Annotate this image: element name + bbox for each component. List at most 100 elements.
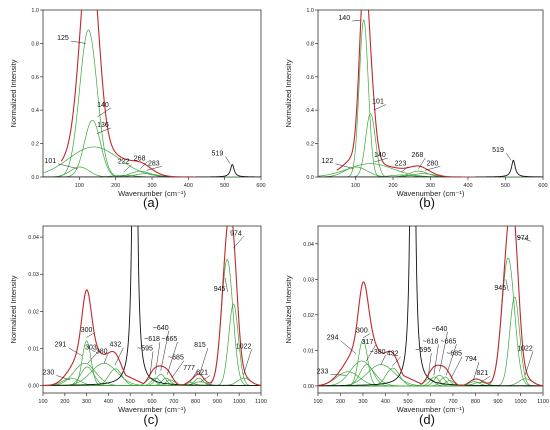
peak-annotation: 300 — [81, 327, 93, 334]
peak-annotation: 432 — [110, 342, 122, 349]
y-axis-title: Normalized Intensity — [9, 275, 18, 343]
peak-annotation: 974 — [230, 230, 242, 237]
y-tick-label: 0.2 — [306, 142, 314, 148]
panel-label: (b) — [419, 195, 435, 210]
x-tick-label: 500 — [220, 183, 229, 189]
y-tick-label: 0.04 — [303, 242, 314, 248]
x-tick-label: 1100 — [255, 399, 267, 405]
annotation-arrow — [123, 164, 132, 173]
x-tick-label: 300 — [147, 183, 156, 189]
y-tick-label: 0.2 — [31, 142, 39, 148]
y-tick-label: 0.6 — [306, 75, 314, 81]
annotation-arrow — [433, 344, 439, 376]
fit-component-peak — [318, 166, 543, 177]
x-tick-label: 300 — [358, 399, 367, 405]
y-tick-label: 0.04 — [28, 235, 39, 241]
peak-annotation: 222 — [118, 159, 130, 166]
peak-annotation: 140 — [338, 15, 350, 22]
panel-b: 100 200 300 400 500 600 0.0 0.2 0.4 0.6 0.8 1.0 Wave… — [284, 8, 548, 198]
fit-component-peak — [318, 257, 543, 387]
x-tick-label: 500 — [126, 399, 135, 405]
x-tick-label: 800 — [471, 399, 480, 405]
peak-annotation: ~665 — [162, 336, 178, 343]
panel-label: (d) — [419, 412, 435, 427]
fit-component-peak — [318, 364, 543, 387]
peak-annotation: 974 — [517, 235, 529, 242]
annotation-arrow — [330, 374, 347, 376]
peak-annotation: 815 — [194, 342, 206, 349]
fit-component-peak — [43, 362, 261, 386]
plot-frame — [42, 9, 262, 178]
curves-a — [43, 10, 261, 177]
peak-annotation: 291 — [55, 342, 67, 349]
annotation-arrow — [56, 375, 71, 381]
peak-annotation: ~640 — [153, 325, 169, 332]
cumulative-fit-line — [318, 226, 543, 387]
y-tick-label: 0.6 — [31, 75, 39, 81]
peak-annotation: 294 — [327, 335, 339, 342]
panel-label: (c) — [143, 412, 158, 427]
annotation-arrow — [225, 156, 231, 164]
annotation-arrow — [114, 347, 124, 366]
annotation-arrow — [97, 107, 112, 118]
fit-component-peak — [318, 19, 543, 177]
annotation-arrow — [232, 236, 245, 249]
silicon-peak-line — [43, 226, 261, 386]
x-tick-label: 700 — [169, 399, 178, 405]
peak-annotation: 945 — [214, 286, 226, 293]
x-tick-label: 400 — [381, 399, 390, 405]
x-tick-label: 900 — [213, 399, 222, 405]
x-tick-label: 400 — [463, 183, 472, 189]
x-tick-label: 600 — [256, 183, 265, 189]
annotation-arrow — [86, 332, 95, 338]
x-tick-label: 1000 — [233, 399, 245, 405]
annotation-arrow — [335, 163, 354, 169]
peak-annotation: ~685 — [168, 355, 184, 362]
y-tick-label: 0.02 — [303, 313, 314, 319]
x-tick-label: 800 — [191, 399, 200, 405]
annotation-arrow — [160, 330, 169, 371]
y-tick-label: 0.01 — [303, 348, 314, 354]
peak-annotation: ~665 — [441, 338, 457, 345]
peak-annotation: 945 — [494, 285, 506, 292]
x-tick-label: 600 — [538, 183, 547, 189]
peak-annotation: 101 — [44, 158, 56, 165]
y-tick-label: 0.8 — [31, 41, 39, 47]
fit-component-peak — [318, 113, 543, 177]
annotation-arrow — [380, 354, 386, 365]
y-tick-label: 0.02 — [28, 309, 39, 315]
x-tick-label: 700 — [448, 399, 457, 405]
annotation-arrow — [392, 356, 401, 367]
peak-annotation: 794 — [465, 356, 477, 363]
peak-annotation: 821 — [476, 370, 488, 377]
x-tick-label: 100 — [351, 183, 360, 189]
fit-component-peak — [318, 173, 543, 177]
peak-annotation: ~685 — [446, 351, 462, 358]
y-axis-title: Normalized Intensity — [284, 275, 293, 343]
peak-annotation: 268 — [412, 152, 424, 159]
annotation-arrow — [362, 333, 371, 339]
peak-annotation: 519 — [212, 150, 224, 157]
x-axis-title: Wavenumber (cm⁻¹) — [397, 189, 465, 198]
annotation-arrow — [167, 341, 178, 375]
annotation-arrow — [224, 277, 228, 292]
peak-annotation: ~595 — [415, 347, 431, 354]
fit-component-peak — [43, 362, 261, 386]
annotation-arrow — [446, 344, 457, 376]
peak-annotation: 303 — [85, 345, 97, 352]
y-tick-label: 0.8 — [306, 41, 314, 47]
curves-b — [318, 10, 543, 177]
fit-component-peak — [318, 360, 543, 387]
x-tick-label: 600 — [147, 399, 156, 405]
x-tick-label: 400 — [184, 183, 193, 189]
peak-annotation: 519 — [492, 147, 504, 154]
annotation-arrow — [517, 236, 531, 242]
silicon-peak-line — [318, 159, 543, 177]
peak-annotation: 280 — [427, 160, 439, 167]
y-tick-label: 1.0 — [306, 8, 314, 14]
x-tick-label: 900 — [493, 399, 502, 405]
fit-component-peak — [43, 119, 261, 177]
fit-component-peak — [43, 258, 261, 386]
annotation-arrow — [524, 351, 534, 376]
x-axis-title: Wavenumber (cm⁻¹) — [397, 405, 465, 414]
